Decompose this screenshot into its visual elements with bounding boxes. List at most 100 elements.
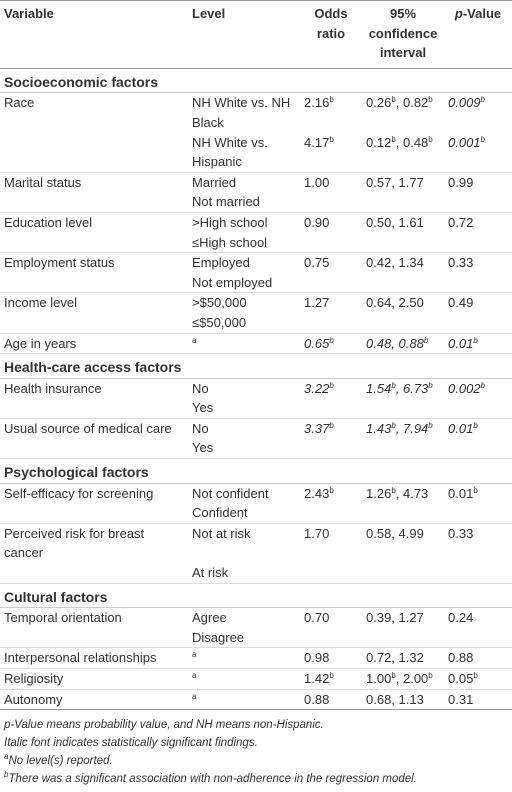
footnote-marker: b: [391, 420, 396, 430]
footnote-marker: b: [329, 335, 334, 345]
p-value-cell: [444, 273, 512, 293]
variable-cell: [0, 192, 188, 212]
p-value-cell: [444, 438, 512, 458]
ci-cell: 0.48, 0.88b: [362, 333, 444, 354]
variable-cell: [0, 563, 188, 583]
p-value-cell: 0.99: [448, 174, 474, 190]
data-row: Employment status Employed 0.75 0.42, 1.34 0…: [0, 252, 512, 273]
footnote-marker: b: [480, 95, 485, 105]
p-value-cell: 0.01b: [444, 333, 512, 354]
level-cell: Not married: [192, 194, 260, 210]
odds-ratio-cell: [300, 313, 362, 333]
p-value-cell: 0.33: [448, 255, 474, 271]
ci-cell: 0.57, 1.77: [366, 174, 424, 190]
footnote-marker: b: [391, 134, 396, 144]
text: , 0.48: [395, 134, 429, 150]
data-row: Age in years a 0.65b 0.48, 0.88b 0.01b: [0, 333, 512, 354]
header-cell: p-Value: [444, 1, 512, 69]
text: 1.26: [366, 485, 392, 501]
footnote: Italic font indicates statistically sign…: [4, 734, 508, 752]
odds-ratio-cell: [300, 192, 362, 212]
text: 4.17: [304, 134, 330, 150]
ci-cell: 0.26b, 0.82b: [362, 93, 444, 133]
variable-cell: Interpersonal relationships: [4, 650, 157, 666]
variable-cell: Usual source of medical care: [4, 420, 172, 436]
level-cell: Agree: [192, 610, 227, 626]
p-value-cell: 0.002b: [444, 378, 512, 398]
level-cell: ≤$50,000: [192, 314, 247, 330]
text: No level(s) reported.: [8, 755, 113, 768]
variable-cell: Health insurance: [4, 380, 102, 396]
footnote-marker: b: [473, 420, 478, 430]
odds-ratio-cell: 1.27: [304, 295, 330, 311]
header-row: Variable Level Odds ratio 95% confidence in…: [0, 1, 512, 69]
footnote: aNo level(s) reported.: [4, 752, 508, 770]
level-cell: Confident: [192, 505, 248, 521]
data-row: Perceived risk for breast cancer Not at r…: [0, 523, 512, 563]
p-value-cell: 0.33: [448, 525, 474, 541]
ci-cell: [362, 503, 444, 523]
odds-ratio-cell: 0.75: [304, 255, 330, 271]
text: 1.42: [304, 671, 330, 686]
footnote-marker: b: [329, 485, 334, 495]
p-value-cell: 0.49: [448, 295, 474, 311]
level-cell: ≤High school: [192, 234, 268, 250]
footnote-marker: a: [4, 752, 9, 762]
footnote-marker: b: [4, 770, 9, 780]
odds-ratio-cell: 0.88: [304, 691, 330, 707]
ci-cell: [362, 233, 444, 253]
header-cell: Variable: [4, 6, 54, 21]
level-cell: Disagree: [192, 629, 245, 645]
data-row: Autonomy a 0.88 0.68, 1.13 0.31: [0, 689, 512, 710]
text: 2.16: [304, 95, 330, 111]
text: 3.37: [304, 420, 330, 436]
footnote-marker: a: [192, 671, 197, 680]
section-row: Health-care access factors: [0, 353, 512, 379]
header-cell: Level: [192, 6, 226, 21]
variable-cell: [0, 133, 188, 173]
odds-ratio-cell: 0.65b: [300, 333, 362, 354]
ci-cell: [362, 273, 444, 293]
ci-cell: [362, 563, 444, 583]
footnote-marker: b: [391, 671, 396, 680]
data-row: Disagree: [0, 628, 512, 648]
level-cell: >High school: [192, 214, 268, 230]
data-row: Confident: [0, 503, 512, 523]
footnote: p-Value means probability value, and NH …: [4, 716, 508, 734]
odds-ratio-cell: 2.16b: [300, 93, 362, 133]
level-cell: NH White vs. Hispanic: [192, 134, 268, 170]
level-cell: a: [188, 333, 300, 354]
data-row: At risk: [0, 563, 512, 583]
level-cell: At risk: [192, 565, 229, 581]
level-cell: a: [188, 648, 300, 669]
p-value-cell: 0.72: [448, 214, 474, 230]
level-cell: Not confident: [192, 485, 269, 501]
level-cell: No: [192, 380, 209, 396]
odds-ratio-cell: [300, 438, 362, 458]
footnotes: p-Value means probability value, and NH …: [0, 710, 512, 788]
footnote-marker: b: [423, 335, 429, 345]
text: 0.01: [448, 485, 474, 501]
odds-ratio-cell: [300, 398, 362, 418]
odds-ratio-cell: 3.22b: [300, 378, 362, 398]
data-row: Self-efficacy for screening Not confident…: [0, 483, 512, 503]
variable-cell: Employment status: [4, 255, 115, 271]
odds-ratio-cell: 4.17b: [300, 133, 362, 173]
variable-cell: [0, 398, 188, 418]
odds-ratio-cell: [300, 628, 362, 648]
odds-ratio-cell: [300, 273, 362, 293]
variable-cell: [0, 503, 188, 523]
results-table: Variable Level Odds ratio 95% confidence in…: [0, 0, 512, 711]
data-row: Religiosity a 1.42b 1.00b, 2.00b 0.05b: [0, 668, 512, 690]
p-value-cell: [444, 503, 512, 523]
section-row: Psychological factors: [0, 458, 512, 484]
odds-ratio-cell: [300, 503, 362, 523]
odds-ratio-cell: 3.37b: [300, 418, 362, 438]
ci-cell: 0.12b, 0.48b: [362, 133, 444, 173]
text: , 6.73: [395, 380, 429, 396]
ci-cell: 0.72, 1.32: [366, 650, 424, 666]
p-value-cell: 0.01b: [444, 483, 512, 503]
footnote-marker: b: [391, 485, 396, 495]
ci-cell: [362, 438, 444, 458]
footnote-marker: a: [192, 691, 197, 701]
